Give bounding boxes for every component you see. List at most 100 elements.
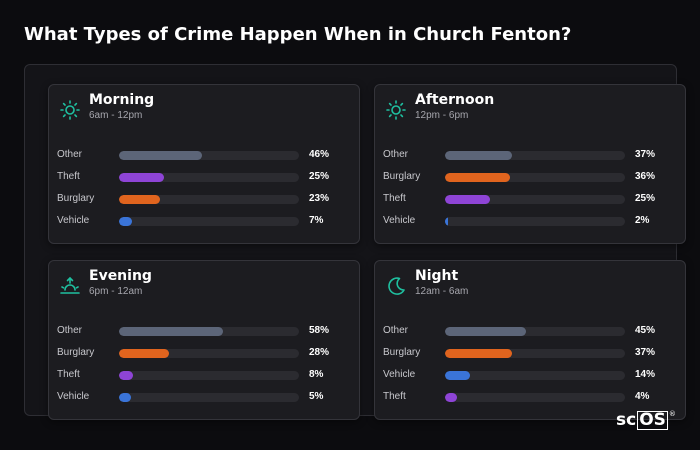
bar-label: Vehicle [57, 215, 90, 226]
logo-registered-mark: ® [668, 410, 676, 418]
bar-label: Vehicle [383, 215, 416, 226]
bar-row: Other 46% [49, 148, 359, 162]
bar-value: 58% [309, 325, 330, 336]
bar-label: Other [383, 149, 409, 160]
bar-value: 5% [309, 391, 324, 402]
bar-row: Burglary 23% [49, 192, 359, 206]
panel-morning: Morning 6am - 12pm Other 46% Theft 25% Burgl… [48, 84, 360, 244]
bar-track [119, 151, 299, 160]
bar-fill [119, 327, 224, 336]
bar-row: Theft 4% [375, 390, 685, 404]
bar-row: Vehicle 2% [375, 214, 685, 228]
bar-label: Other [57, 149, 83, 160]
bar-row: Vehicle 7% [49, 214, 359, 228]
bar-track [445, 393, 625, 402]
bar-row: Burglary 36% [375, 170, 685, 184]
bar-fill [445, 327, 526, 336]
bar-track [445, 217, 625, 226]
bar-row: Vehicle 5% [49, 390, 359, 404]
bar-label: Theft [57, 369, 80, 380]
bar-track [445, 371, 625, 380]
bar-value: 23% [309, 193, 330, 204]
bar-row: Theft 8% [49, 368, 359, 382]
bar-fill [445, 371, 471, 380]
bar-fill [445, 349, 512, 358]
bar-row: Vehicle 14% [375, 368, 685, 382]
bar-row: Other 37% [375, 148, 685, 162]
bar-fill [445, 151, 512, 160]
bar-track [119, 371, 299, 380]
bar-track [445, 349, 625, 358]
panel-title: Afternoon [415, 92, 495, 108]
bar-track [119, 393, 299, 402]
bar-value: 14% [635, 369, 656, 380]
bar-fill [445, 217, 448, 226]
bar-fill [445, 195, 490, 204]
bar-value: 45% [635, 325, 656, 336]
bar-track [119, 173, 299, 182]
bar-value: 4% [635, 391, 650, 402]
panel-title: Night [415, 268, 459, 284]
moon-icon [388, 277, 405, 295]
bar-track [445, 195, 625, 204]
bar-fill [445, 173, 510, 182]
bar-value: 37% [635, 347, 656, 358]
panel-evening: Evening 6pm - 12am Other 58% Burglary 28% Th… [48, 260, 360, 420]
bar-label: Burglary [383, 171, 421, 182]
bar-label: Theft [57, 171, 80, 182]
panel-afternoon: Afternoon 12pm - 6pm Other 37% Burglary 36%… [374, 84, 686, 244]
bar-track [119, 349, 299, 358]
bar-fill [119, 371, 134, 380]
sunset-icon [60, 276, 80, 294]
bar-value: 7% [309, 215, 324, 226]
bar-label: Burglary [57, 347, 95, 358]
bar-fill [119, 151, 202, 160]
bar-fill [119, 173, 164, 182]
logo-boxed: OS [637, 409, 668, 430]
bar-track [119, 327, 299, 336]
bar-value: 46% [309, 149, 330, 160]
bar-fill [119, 195, 161, 204]
bar-row: Burglary 28% [49, 346, 359, 360]
bar-label: Burglary [57, 193, 95, 204]
bar-value: 25% [635, 193, 656, 204]
panel-subtitle: 12pm - 6pm [415, 110, 469, 121]
panel-subtitle: 12am - 6am [415, 286, 469, 297]
logo-prefix: sc [616, 410, 637, 430]
bar-track [445, 151, 625, 160]
bar-value: 28% [309, 347, 330, 358]
bar-track [119, 195, 299, 204]
bar-value: 25% [309, 171, 330, 182]
bar-row: Other 45% [375, 324, 685, 338]
bar-label: Other [383, 325, 409, 336]
bar-label: Burglary [383, 347, 421, 358]
bar-fill [119, 217, 132, 226]
panel-subtitle: 6am - 12pm [89, 110, 143, 121]
panel-subtitle: 6pm - 12am [89, 286, 143, 297]
bar-fill [119, 349, 170, 358]
bar-fill [445, 393, 457, 402]
bar-label: Theft [383, 391, 406, 402]
bar-track [445, 173, 625, 182]
bar-track [445, 327, 625, 336]
bar-value: 2% [635, 215, 650, 226]
bar-value: 8% [309, 369, 324, 380]
bar-label: Vehicle [383, 369, 416, 380]
bar-value: 36% [635, 171, 656, 182]
bar-row: Burglary 37% [375, 346, 685, 360]
scos-logo: sc OS ® [616, 409, 676, 431]
bar-label: Other [57, 325, 83, 336]
bar-fill [119, 393, 131, 402]
panel-title: Morning [89, 92, 155, 108]
bar-label: Theft [383, 193, 406, 204]
bar-row: Theft 25% [49, 170, 359, 184]
sun-icon [60, 100, 80, 120]
bar-row: Other 58% [49, 324, 359, 338]
panel-night: Night 12am - 6am Other 45% Burglary 37% Vehi… [374, 260, 686, 420]
sun-icon [386, 100, 406, 120]
bar-row: Theft 25% [375, 192, 685, 206]
bar-track [119, 217, 299, 226]
bar-label: Vehicle [57, 391, 90, 402]
bar-value: 37% [635, 149, 656, 160]
chart-title: What Types of Crime Happen When in Churc… [24, 24, 572, 45]
